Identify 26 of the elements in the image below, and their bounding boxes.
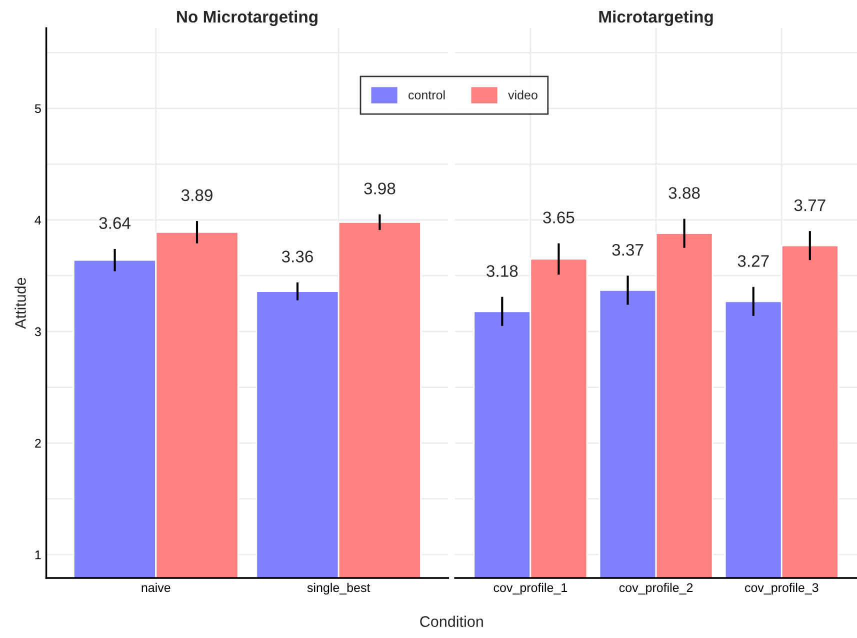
x-tick-label: naive [142, 582, 170, 592]
y-tick-label: 1 [35, 550, 41, 560]
y-tick-label: 2 [35, 438, 41, 448]
y-tick-label: 4 [34, 216, 42, 224]
data-label: 3.65 [543, 212, 574, 224]
chart-title: Microtargeting [599, 10, 713, 26]
x-tick-label: cov_profile_1 [494, 582, 567, 595]
legend-label: video [508, 90, 538, 100]
chart-title: No Microtargeting [177, 10, 318, 26]
data-label: 3.37 [612, 244, 644, 256]
data-label: 3.64 [99, 217, 131, 229]
y-tick-label: 5 [34, 104, 41, 114]
data-label: 3.18 [486, 265, 518, 277]
y-axis-title: Attitude [14, 278, 26, 329]
x-tick-label: cov_profile_2 [619, 582, 693, 595]
data-label: 3.98 [364, 182, 396, 194]
data-label: 3.89 [181, 189, 212, 202]
x-tick-label: cov_profile_3 [744, 582, 818, 595]
data-label: 3.88 [668, 187, 700, 199]
data-label: 3.27 [738, 255, 769, 267]
x-axis-title: Condition [420, 616, 483, 628]
x-tick-label: single_best [307, 582, 370, 595]
y-tick-label: 3 [34, 327, 41, 336]
data-label: 3.77 [794, 199, 826, 212]
legend-label: control [408, 90, 445, 100]
data-label: 3.36 [282, 250, 313, 262]
